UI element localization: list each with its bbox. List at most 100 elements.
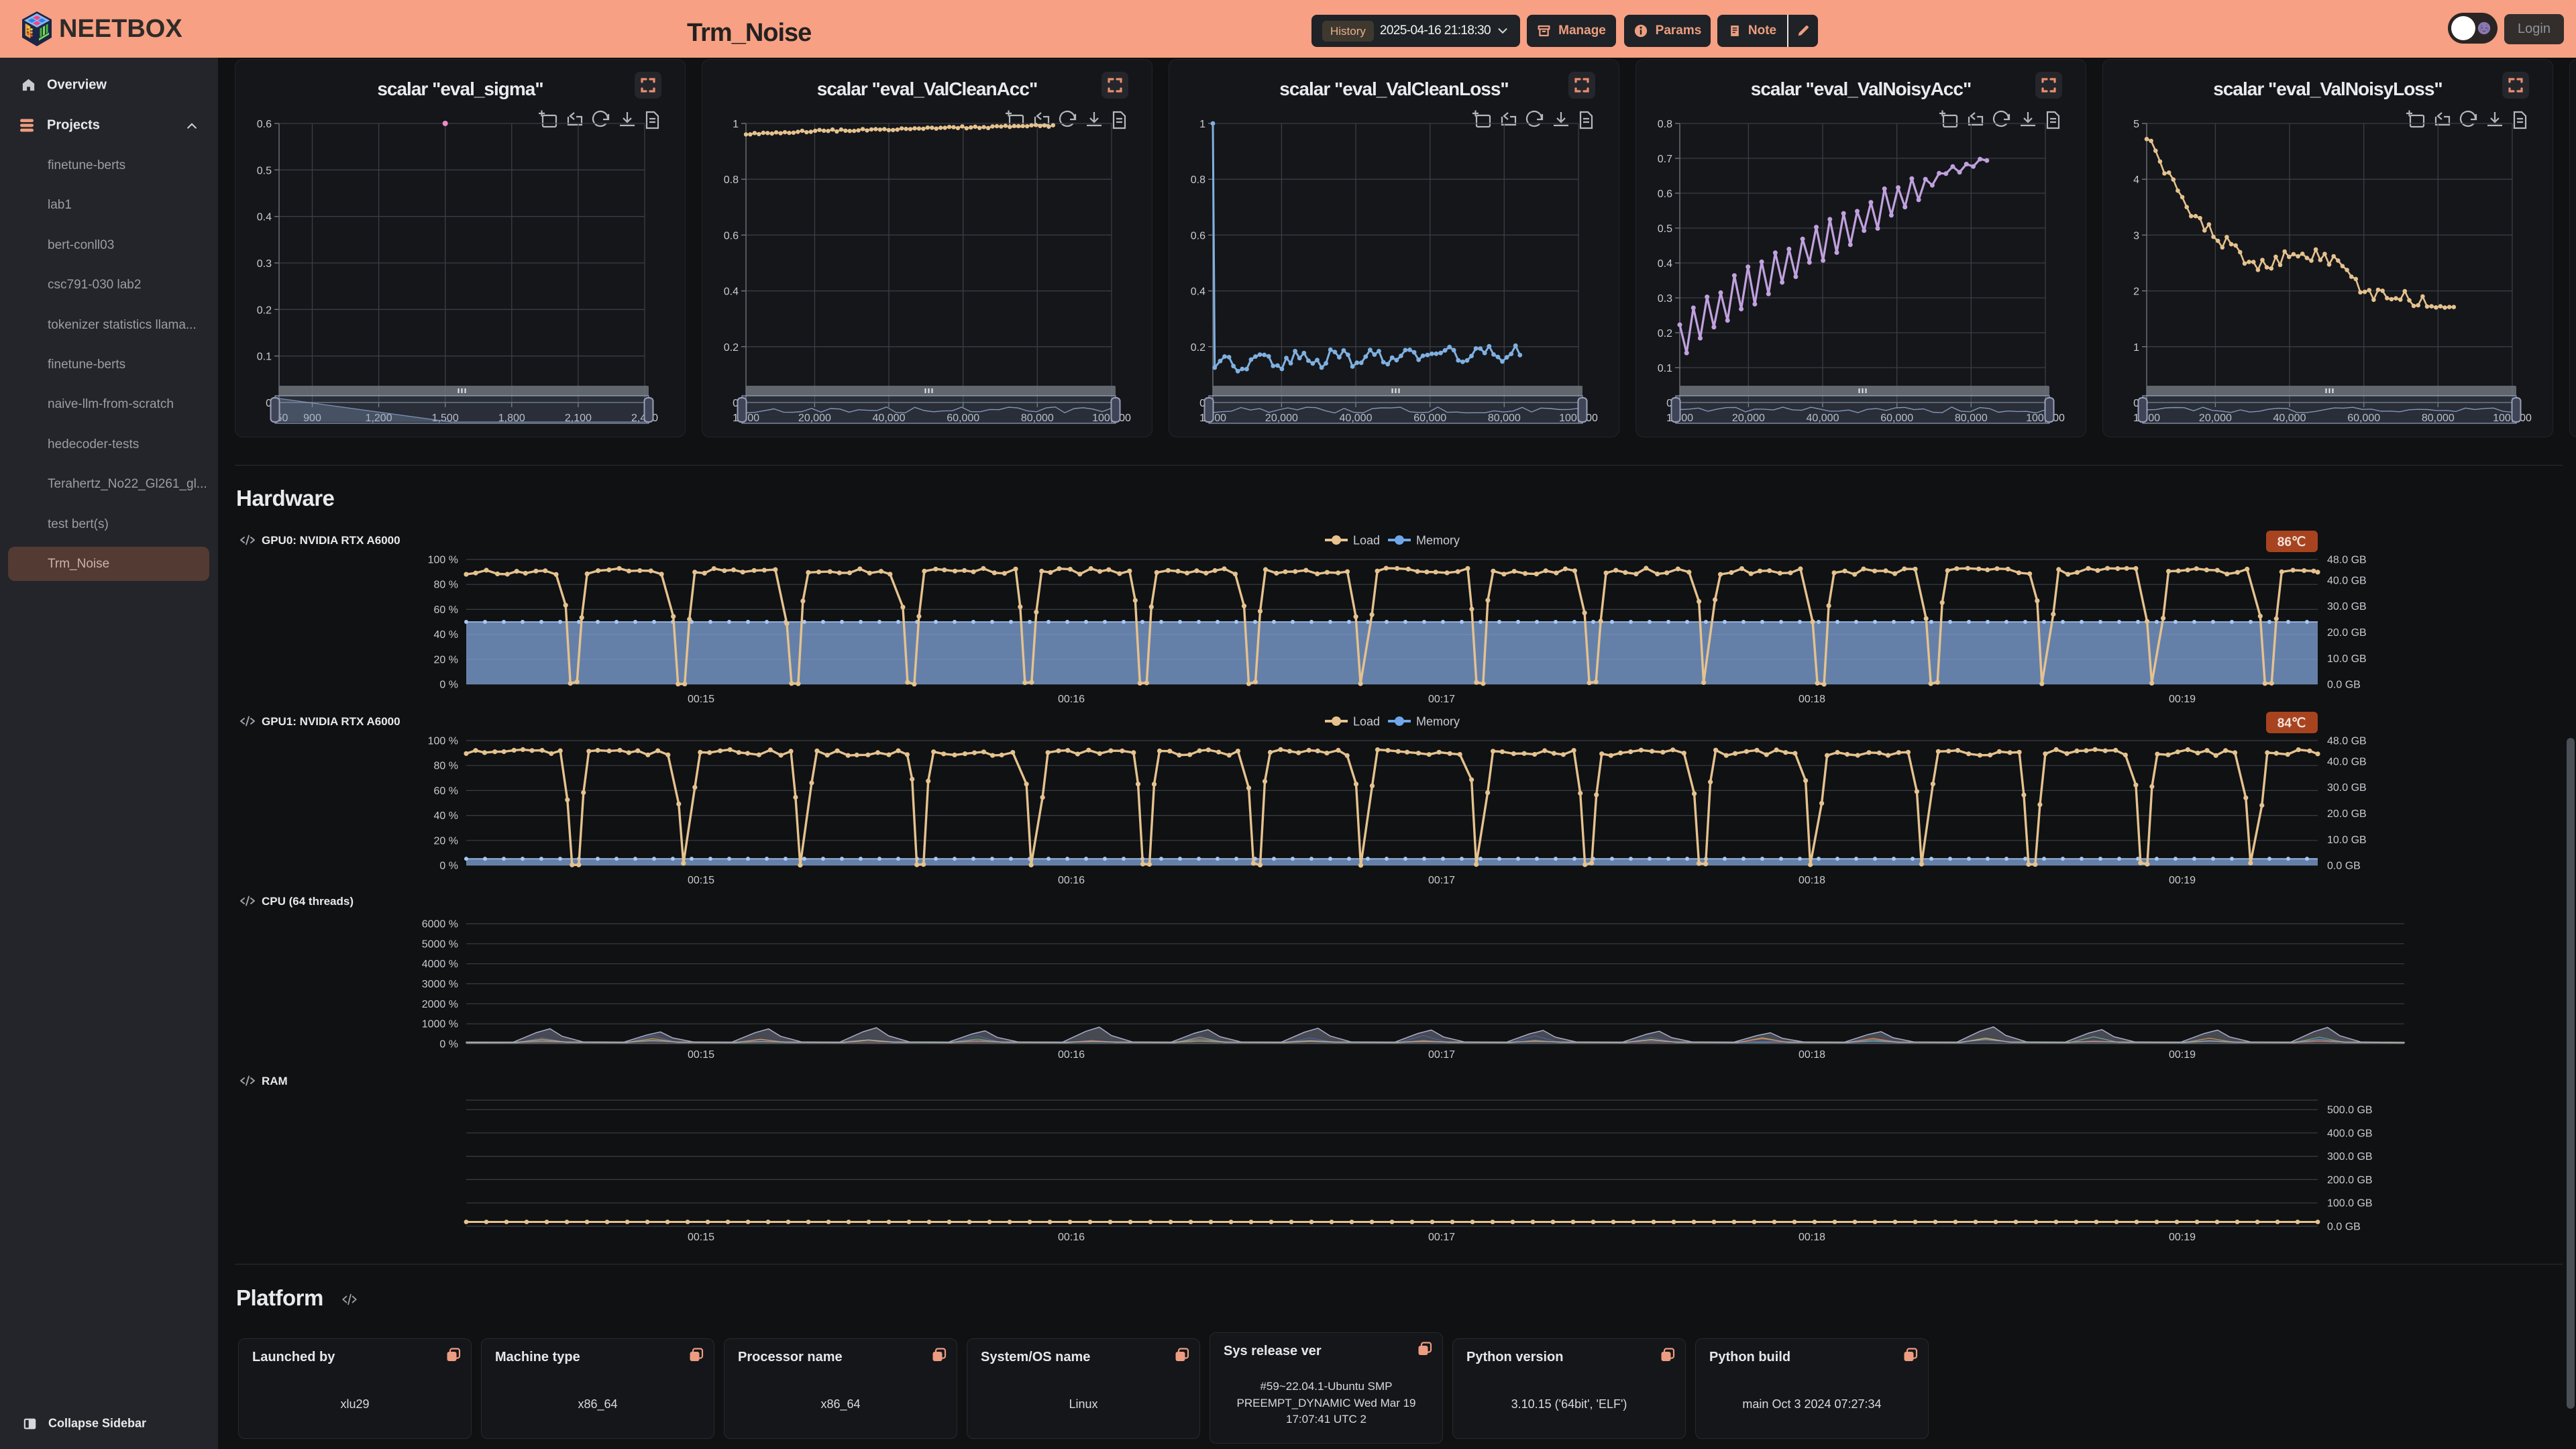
svg-text:20,000: 20,000: [1732, 413, 1765, 424]
svg-text:100 %: 100 %: [428, 736, 458, 747]
svg-text:0.0 GB: 0.0 GB: [2327, 861, 2361, 872]
svg-text:0.6: 0.6: [724, 230, 739, 241]
svg-text:0.3: 0.3: [1658, 293, 1672, 305]
svg-text:0.3: 0.3: [257, 258, 272, 270]
svg-text:1: 1: [1199, 119, 1205, 130]
svg-text:00:19: 00:19: [2169, 694, 2196, 705]
svg-text:0 %: 0 %: [439, 680, 458, 691]
svg-text:0.7: 0.7: [1658, 154, 1672, 165]
svg-text:RAM: RAM: [262, 1075, 288, 1087]
svg-text:1000 %: 1000 %: [422, 1019, 458, 1030]
svg-text:60,000: 60,000: [947, 413, 979, 424]
svg-text:GPU0: NVIDIA RTX A6000: GPU0: NVIDIA RTX A6000: [262, 534, 400, 547]
svg-text:0.4: 0.4: [257, 212, 272, 223]
svg-text:Memory: Memory: [1416, 534, 1460, 547]
svg-text:4000 %: 4000 %: [422, 959, 458, 970]
svg-text:0.8: 0.8: [1191, 174, 1205, 186]
svg-text:60,000: 60,000: [1413, 413, 1446, 424]
svg-text:0.1: 0.1: [257, 352, 272, 363]
svg-text:400.0 GB: 400.0 GB: [2327, 1128, 2373, 1139]
svg-text:00:17: 00:17: [1428, 1232, 1455, 1243]
svg-text:5000 %: 5000 %: [422, 938, 458, 950]
svg-text:20,000: 20,000: [798, 413, 831, 424]
svg-text:500.0 GB: 500.0 GB: [2327, 1105, 2373, 1116]
svg-text:80,000: 80,000: [1955, 413, 1988, 424]
svg-text:0 %: 0 %: [439, 861, 458, 872]
svg-text:48.0 GB: 48.0 GB: [2327, 555, 2367, 566]
svg-text:00:18: 00:18: [1799, 1232, 1825, 1243]
svg-text:00:19: 00:19: [2169, 875, 2196, 886]
svg-text:40,000: 40,000: [1340, 413, 1373, 424]
svg-text:0.0 GB: 0.0 GB: [2327, 1222, 2361, 1233]
svg-text:80 %: 80 %: [434, 580, 458, 591]
svg-text:80,000: 80,000: [1488, 413, 1521, 424]
svg-text:0.0 GB: 0.0 GB: [2327, 680, 2361, 691]
svg-text:Load: Load: [1353, 534, 1380, 547]
svg-text:300.0 GB: 300.0 GB: [2327, 1151, 2373, 1163]
svg-text:0.2: 0.2: [1658, 328, 1672, 339]
svg-text:scalar "eval_ValNoisyAcc": scalar "eval_ValNoisyAcc": [1751, 78, 1971, 99]
svg-text:4: 4: [2133, 174, 2139, 186]
svg-text:0.2: 0.2: [257, 305, 272, 316]
svg-text:0: 0: [733, 398, 739, 409]
svg-text:00:15: 00:15: [688, 1232, 714, 1243]
svg-text:00:15: 00:15: [688, 694, 714, 705]
svg-text:0.6: 0.6: [257, 119, 272, 130]
svg-text:0.8: 0.8: [724, 174, 739, 186]
svg-text:00:18: 00:18: [1799, 875, 1825, 886]
svg-text:00:16: 00:16: [1058, 1232, 1085, 1243]
svg-text:00:18: 00:18: [1799, 694, 1825, 705]
svg-text:84℃: 84℃: [2277, 716, 2306, 731]
svg-text:10.0 GB: 10.0 GB: [2327, 653, 2367, 665]
svg-text:00:17: 00:17: [1428, 694, 1455, 705]
svg-text:Memory: Memory: [1416, 715, 1460, 729]
svg-text:0.5: 0.5: [257, 165, 272, 176]
svg-text:0.6: 0.6: [1658, 189, 1672, 200]
svg-text:20,000: 20,000: [1265, 413, 1298, 424]
svg-text:0.1: 0.1: [1658, 363, 1672, 374]
svg-text:Load: Load: [1353, 715, 1380, 729]
svg-text:20 %: 20 %: [434, 835, 458, 847]
svg-text:2000 %: 2000 %: [422, 999, 458, 1010]
svg-text:6000 %: 6000 %: [422, 919, 458, 930]
svg-text:scalar "eval_sigma": scalar "eval_sigma": [377, 78, 543, 99]
svg-text:0.4: 0.4: [1658, 258, 1672, 270]
svg-text:100.0 GB: 100.0 GB: [2327, 1198, 2373, 1210]
svg-text:0: 0: [266, 398, 272, 409]
svg-text:20.0 GB: 20.0 GB: [2327, 808, 2367, 820]
svg-text:20 %: 20 %: [434, 654, 458, 665]
svg-text:80,000: 80,000: [1021, 413, 1054, 424]
svg-text:00:16: 00:16: [1058, 1049, 1085, 1061]
svg-text:0 %: 0 %: [439, 1039, 458, 1051]
svg-text:0: 0: [1199, 398, 1205, 409]
svg-text:40,000: 40,000: [873, 413, 906, 424]
svg-text:00:15: 00:15: [688, 1049, 714, 1061]
svg-text:1,200: 1,200: [366, 413, 392, 424]
svg-text:00:18: 00:18: [1799, 1049, 1825, 1061]
svg-text:0.4: 0.4: [724, 286, 739, 298]
svg-text:40.0 GB: 40.0 GB: [2327, 576, 2367, 587]
svg-text:1: 1: [2133, 342, 2139, 354]
svg-text:60 %: 60 %: [434, 786, 458, 797]
svg-text:0: 0: [2133, 398, 2139, 409]
svg-text:100 %: 100 %: [428, 555, 458, 566]
svg-text:3000 %: 3000 %: [422, 979, 458, 990]
svg-text:00:16: 00:16: [1058, 694, 1085, 705]
svg-text:30.0 GB: 30.0 GB: [2327, 782, 2367, 794]
svg-text:30.0 GB: 30.0 GB: [2327, 601, 2367, 612]
svg-text:40,000: 40,000: [1807, 413, 1839, 424]
svg-text:2,100: 2,100: [565, 413, 592, 424]
svg-text:0.8: 0.8: [1658, 119, 1672, 130]
svg-text:40.0 GB: 40.0 GB: [2327, 757, 2367, 768]
svg-text:00:16: 00:16: [1058, 875, 1085, 886]
svg-text:60,000: 60,000: [1880, 413, 1913, 424]
svg-text:0: 0: [1666, 398, 1672, 409]
svg-text:1: 1: [733, 119, 739, 130]
svg-text:60,000: 60,000: [2347, 413, 2380, 424]
svg-text:00:19: 00:19: [2169, 1232, 2196, 1243]
svg-text:10.0 GB: 10.0 GB: [2327, 835, 2367, 846]
svg-text:0.5: 0.5: [1658, 223, 1672, 235]
svg-text:scalar "eval_ValCleanLoss": scalar "eval_ValCleanLoss": [1279, 78, 1508, 99]
svg-text:00:17: 00:17: [1428, 875, 1455, 886]
svg-text:00:19: 00:19: [2169, 1049, 2196, 1061]
